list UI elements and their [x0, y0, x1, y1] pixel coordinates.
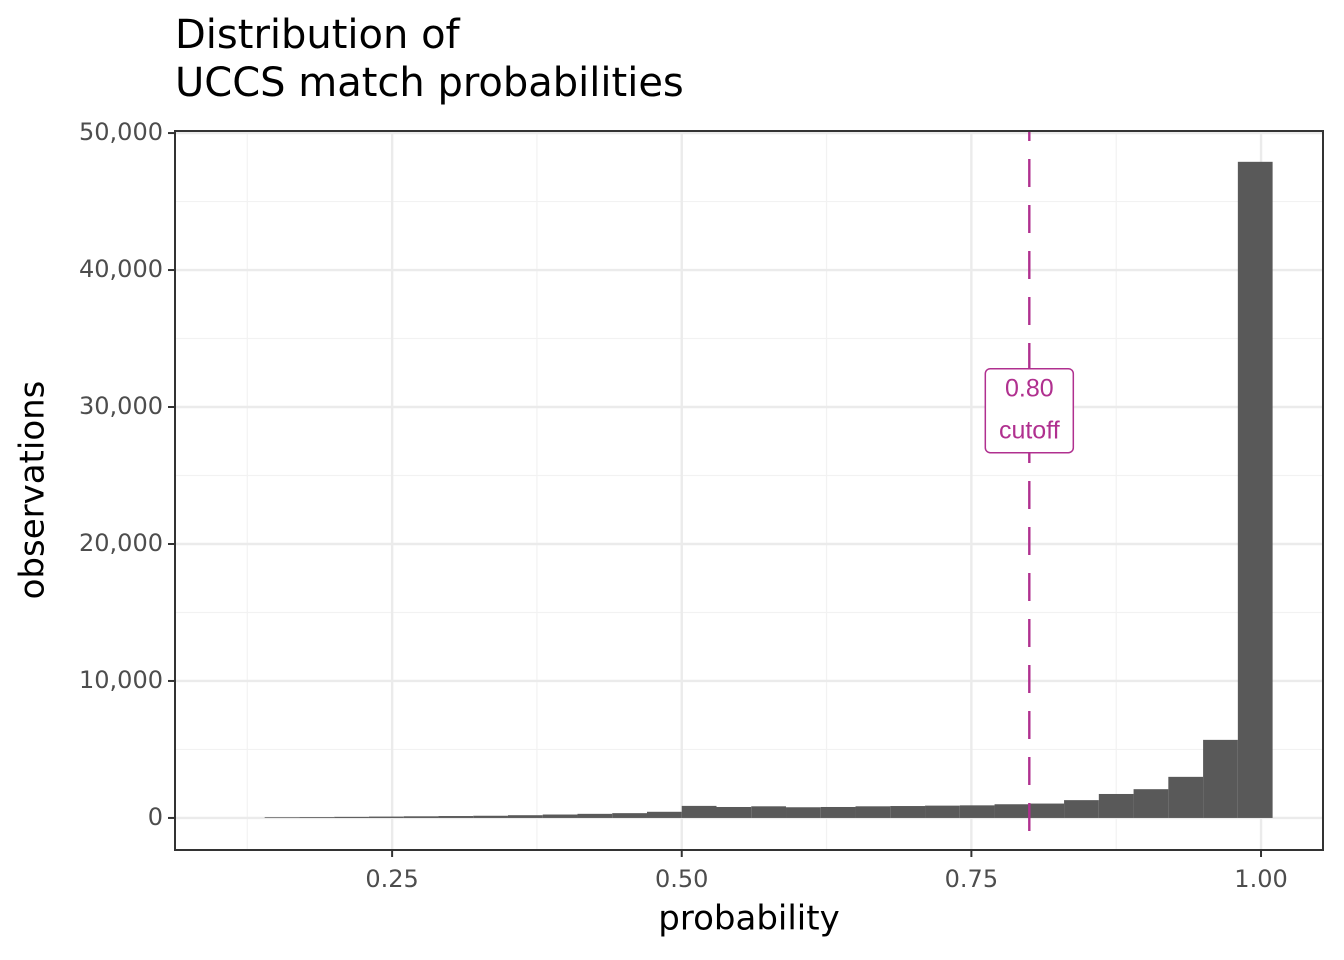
bar	[716, 806, 752, 818]
x-tick-label: 0.75	[945, 865, 998, 893]
y-tick-label: 30,000	[79, 392, 163, 420]
bar	[368, 816, 404, 818]
bar	[299, 817, 335, 818]
x-tick-label: 0.50	[655, 865, 708, 893]
plot-background	[175, 131, 1323, 850]
bar	[438, 816, 474, 818]
x-tick-label: 1.00	[1234, 865, 1287, 893]
bar	[1133, 789, 1169, 818]
y-axis-title: observations	[13, 381, 53, 600]
x-axis-title: probability	[658, 899, 839, 939]
bar	[959, 805, 995, 818]
bar	[542, 814, 578, 818]
cutoff-value-label: 0.80	[1005, 374, 1054, 402]
bar	[820, 806, 856, 818]
y-tick-label: 10,000	[79, 666, 163, 694]
bar	[681, 805, 717, 818]
bar	[1064, 800, 1099, 818]
chart-title: UCCS match probabilities	[175, 60, 684, 106]
bar	[1029, 803, 1065, 818]
bar	[1237, 161, 1273, 818]
bar	[1203, 739, 1238, 818]
bar	[612, 813, 647, 818]
y-tick-label: 0	[148, 803, 163, 831]
panel-border	[174, 130, 1324, 851]
bar	[577, 813, 613, 818]
bar	[507, 815, 543, 818]
bar	[264, 817, 300, 818]
y-tick-label: 40,000	[79, 255, 163, 283]
bar	[646, 811, 682, 818]
bar	[751, 806, 787, 818]
y-tick-label: 50,000	[79, 118, 163, 146]
cutoff-label-box	[984, 367, 1075, 454]
x-tick-label: 0.25	[365, 865, 418, 893]
bar	[994, 804, 1030, 818]
bar	[1098, 793, 1134, 818]
bar	[855, 806, 891, 818]
bar	[1168, 776, 1204, 818]
y-tick-label: 20,000	[79, 529, 163, 557]
bar	[473, 815, 508, 818]
bar	[334, 816, 369, 818]
chart-title: Distribution of	[175, 12, 461, 58]
bar	[925, 805, 960, 818]
cutoff-label: cutoff	[999, 416, 1060, 444]
bar	[786, 807, 821, 818]
bar	[890, 806, 926, 818]
bar	[403, 816, 439, 818]
